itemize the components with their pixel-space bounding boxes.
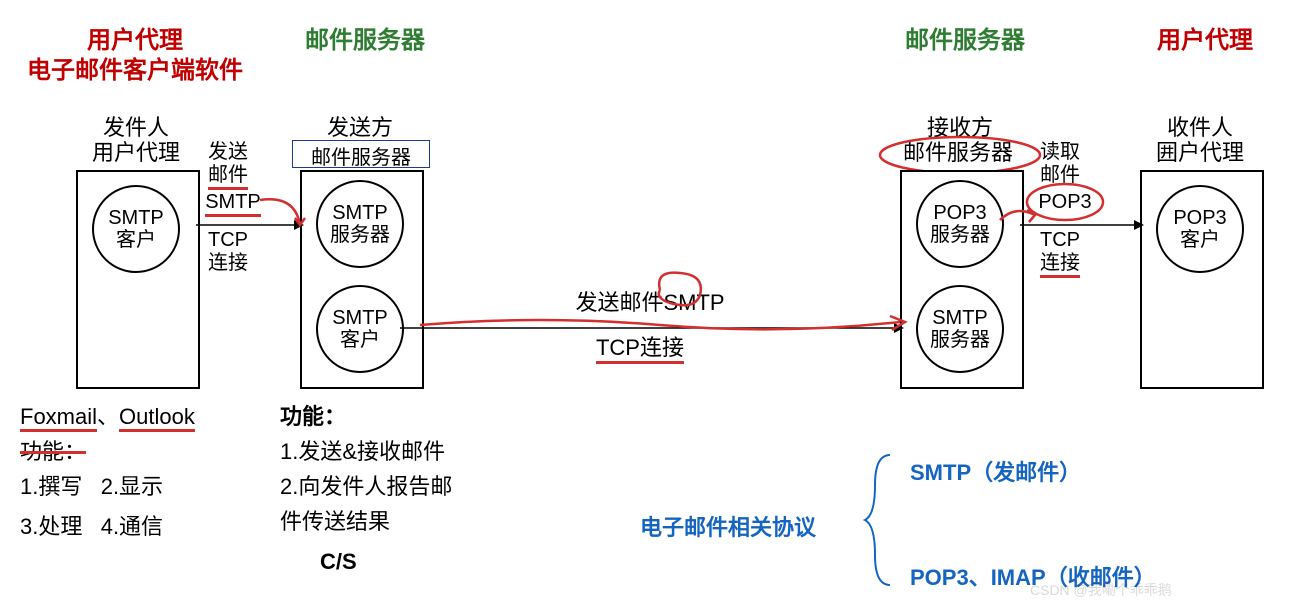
label-smtp-conn: SMTP (198, 190, 268, 217)
circle-smtp-server: SMTP 服务器 (316, 180, 404, 268)
title-mail-server-left: 邮件服务器 (290, 20, 440, 55)
mid-func-3: 件传送结果 (280, 505, 390, 538)
mid-func-cs: C/S (320, 545, 357, 578)
label-sender-1: 发件人 (76, 115, 196, 141)
label-send-2: 邮件 (198, 163, 258, 190)
mid-func-2: 2.向发件人报告邮 (280, 470, 452, 503)
label-sender-2: 用户代理 (76, 140, 196, 166)
watermark: CSDN @我嘞个乖乖鹅 (1030, 580, 1172, 600)
apps-text: Foxmail、Outlook (20, 400, 195, 433)
annotation-scribble-mid (650, 265, 720, 315)
protocol-title: 电子邮件相关协议 (640, 510, 816, 542)
label-receiver-1: 收件人 (1140, 115, 1260, 141)
left-func-title: 功能： (20, 435, 86, 468)
circle-smtp-server-2: SMTP 服务器 (916, 285, 1004, 373)
label-conn-1: 连接 (198, 251, 258, 275)
label-send-1: 发送 (198, 140, 258, 164)
left-func-row1: 1.撰写 2.显示 (20, 470, 163, 503)
label-receiver-2: 囲户代理 (1140, 140, 1260, 166)
circle-pop3-server: POP3 服务器 (916, 180, 1004, 268)
title-mail-server-right: 邮件服务器 (890, 20, 1040, 55)
circle-pop3-client: POP3 客户 (1156, 185, 1244, 273)
title-user-agent-right: 用户代理 (1130, 20, 1280, 55)
label-read-1: 读取 (1030, 140, 1090, 164)
circle-smtp-client-2: SMTP 客户 (316, 285, 404, 373)
mid-func-title: 功能： (280, 400, 346, 433)
circle-smtp-client-1: SMTP 客户 (92, 185, 180, 273)
label-mid-tcp: TCP连接 (580, 335, 700, 364)
label-sendside-2: 邮件服务器 (311, 147, 411, 169)
label-conn-2: 连接 (1030, 251, 1090, 278)
label-sendside-2-box: 邮件服务器 (292, 140, 430, 168)
label-sendside-1: 发送方 (300, 115, 420, 141)
annotation-arrow-pop3 (995, 200, 1045, 240)
label-tcp-1: TCP (198, 228, 258, 252)
mid-func-1: 1.发送&接收邮件 (280, 435, 445, 468)
brace-icon (860, 450, 900, 590)
left-func-row2: 3.处理 4.通信 (20, 510, 163, 543)
protocol-smtp: SMTP（发邮件） (910, 455, 1081, 487)
title-client-software: 电子邮件客户端软件 (0, 50, 270, 85)
